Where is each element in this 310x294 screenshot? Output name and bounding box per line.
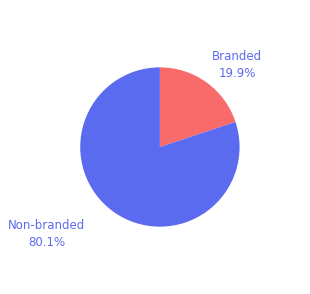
Text: Branded
19.9%: Branded 19.9% bbox=[212, 50, 262, 81]
Wedge shape bbox=[160, 67, 236, 147]
Text: Non-branded
80.1%: Non-branded 80.1% bbox=[8, 219, 86, 249]
Wedge shape bbox=[80, 67, 240, 227]
